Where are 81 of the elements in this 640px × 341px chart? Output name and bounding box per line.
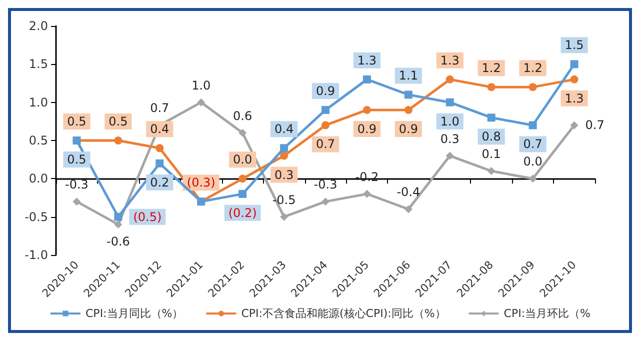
point xyxy=(446,98,454,106)
data-label: 1.1 xyxy=(398,68,418,83)
point xyxy=(238,128,247,137)
data-label: 0.4 xyxy=(150,122,170,136)
data-label: 1.3 xyxy=(440,53,460,68)
point xyxy=(238,174,247,183)
legend-label: CPI:当月环比（% xyxy=(504,307,590,320)
point xyxy=(322,121,330,130)
point xyxy=(362,75,371,84)
data-label: 0.0 xyxy=(523,154,542,169)
point xyxy=(280,212,288,221)
point xyxy=(487,114,496,122)
data-label: 1.2 xyxy=(523,61,542,76)
y-tick-label: 2.0 xyxy=(28,19,48,33)
data-label: -0.3 xyxy=(65,178,88,192)
point xyxy=(322,106,330,114)
data-label: 0.7 xyxy=(150,101,170,116)
point xyxy=(487,83,496,92)
point xyxy=(156,159,164,168)
data-label: 0.8 xyxy=(482,130,501,144)
data-label: -0.6 xyxy=(106,234,130,248)
point xyxy=(156,144,164,152)
point xyxy=(322,198,330,206)
point xyxy=(528,83,537,92)
data-label: 0.5 xyxy=(108,114,128,128)
data-label: 1.3 xyxy=(357,53,377,68)
y-tick-label: -1.0 xyxy=(24,248,48,262)
point xyxy=(280,152,288,160)
data-label: 1.0 xyxy=(192,78,211,92)
y-tick-label: 1.5 xyxy=(28,57,48,72)
data-label: 0.7 xyxy=(585,118,604,132)
data-label: 1.3 xyxy=(564,91,584,106)
point xyxy=(528,174,537,183)
data-label: (0.2) xyxy=(228,206,257,220)
data-label: 0.5 xyxy=(67,152,86,166)
data-label: 0.3 xyxy=(440,132,460,146)
data-label: 0.9 xyxy=(398,122,418,136)
point xyxy=(114,136,122,144)
point xyxy=(446,75,454,84)
data-label: -0.4 xyxy=(396,185,420,200)
point xyxy=(570,60,578,68)
data-label: 0.6 xyxy=(233,108,252,123)
point xyxy=(446,152,454,160)
y-tick-label: 1.0 xyxy=(28,95,48,110)
point xyxy=(114,212,122,221)
data-label: 0.9 xyxy=(316,84,336,98)
y-tick-label: 0.0 xyxy=(28,172,48,186)
data-label: 0.7 xyxy=(523,137,542,152)
point xyxy=(404,90,412,99)
point xyxy=(404,205,412,214)
data-label: 0.5 xyxy=(67,114,86,128)
data-label: -0.3 xyxy=(314,178,338,192)
data-label: 0.4 xyxy=(274,122,294,136)
point xyxy=(362,190,371,198)
point xyxy=(404,106,412,114)
point xyxy=(72,198,81,206)
point xyxy=(238,190,247,198)
data-label: -0.5 xyxy=(272,192,296,207)
y-tick-label: -0.5 xyxy=(24,210,48,224)
data-label: 1.5 xyxy=(564,38,584,52)
point xyxy=(570,75,578,84)
data-label: 0.2 xyxy=(150,175,170,190)
legend-label: CPI:不含食品和能源(核心CPI):同比（%） xyxy=(241,307,446,320)
point xyxy=(280,144,288,152)
point xyxy=(570,121,578,130)
data-label: 1.0 xyxy=(440,114,460,128)
data-label: (0.5) xyxy=(133,210,162,224)
data-label: 0.7 xyxy=(316,137,336,152)
data-label: (0.3) xyxy=(186,176,216,190)
legend-label: CPI:当月同比（%） xyxy=(86,307,184,320)
point xyxy=(197,98,206,106)
data-label: 0.0 xyxy=(233,152,252,167)
point xyxy=(528,121,537,130)
data-label: 0.1 xyxy=(482,147,501,162)
point xyxy=(362,106,371,114)
data-label: 1.2 xyxy=(482,61,501,76)
point xyxy=(487,167,496,176)
point xyxy=(114,220,122,228)
data-label: 0.3 xyxy=(274,168,294,182)
data-label: 0.9 xyxy=(357,122,377,136)
y-tick-label: 0.5 xyxy=(28,134,48,148)
